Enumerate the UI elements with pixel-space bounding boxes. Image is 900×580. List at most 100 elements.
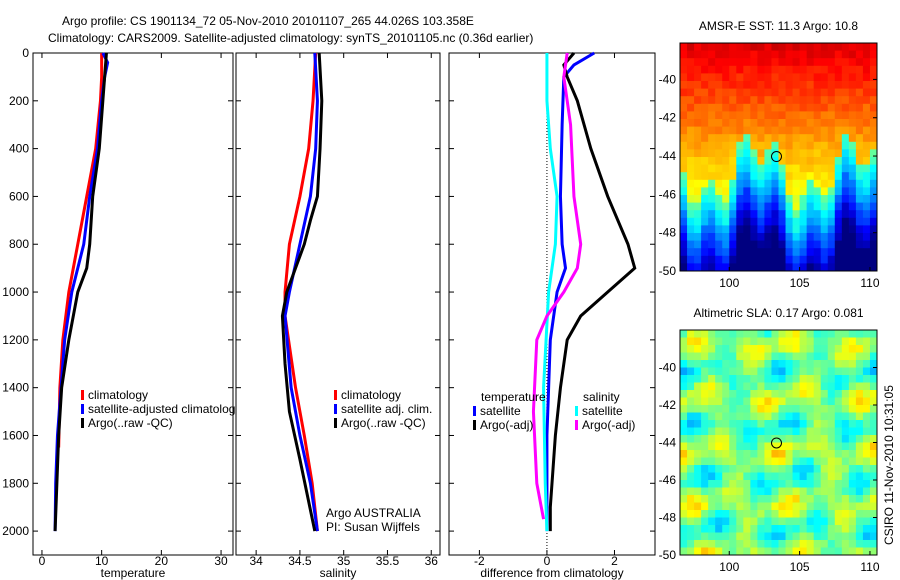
map-cell bbox=[813, 187, 822, 196]
legend-entry: Argo(-adj) bbox=[582, 418, 635, 432]
map-cell bbox=[736, 195, 744, 204]
map-cell bbox=[792, 50, 801, 59]
map-cell bbox=[827, 480, 836, 488]
map-cell bbox=[841, 405, 850, 413]
map-cell bbox=[792, 187, 801, 196]
map-cell bbox=[708, 472, 716, 481]
map-cell bbox=[862, 96, 871, 105]
map-cell bbox=[806, 248, 815, 257]
map-cell bbox=[680, 367, 688, 376]
map-cell bbox=[764, 263, 772, 272]
map-cell bbox=[848, 179, 857, 188]
map-cell bbox=[687, 187, 695, 196]
map-cell bbox=[715, 510, 723, 518]
map-cell bbox=[862, 65, 871, 74]
map-cell bbox=[701, 420, 709, 428]
map-cell bbox=[708, 134, 716, 143]
map-cell bbox=[869, 525, 878, 533]
map-cell bbox=[687, 233, 695, 242]
map-cell bbox=[778, 134, 787, 143]
map-cell bbox=[764, 532, 772, 541]
map-cell bbox=[680, 134, 688, 143]
map-cell bbox=[792, 233, 801, 242]
y-tick-label: 400 bbox=[9, 142, 29, 156]
map-cell bbox=[848, 337, 857, 346]
map-cell bbox=[827, 111, 836, 120]
map-cell bbox=[792, 435, 801, 443]
map-cell bbox=[785, 88, 794, 97]
map-cell bbox=[848, 465, 857, 473]
map-cell bbox=[722, 495, 730, 503]
map-cell bbox=[855, 58, 864, 67]
map-cell bbox=[792, 65, 801, 74]
map-cell bbox=[806, 103, 815, 112]
map-cell bbox=[820, 50, 829, 59]
map-cell bbox=[722, 367, 730, 376]
legend-swatch bbox=[473, 406, 476, 416]
map-cell bbox=[848, 450, 857, 458]
map-cell bbox=[848, 532, 857, 541]
map-cell bbox=[757, 187, 765, 196]
map-cell bbox=[708, 126, 716, 135]
map-cell bbox=[764, 420, 772, 428]
map-cell bbox=[694, 360, 702, 368]
map-cell bbox=[820, 510, 829, 518]
map-cell bbox=[701, 164, 709, 173]
map-cell bbox=[792, 495, 801, 503]
map-cell bbox=[848, 263, 857, 272]
map-cell bbox=[743, 450, 751, 458]
legend-entry: satellite adj. clim. bbox=[341, 402, 432, 416]
map-cell bbox=[827, 43, 836, 52]
map-cell bbox=[855, 405, 864, 413]
map-cell bbox=[722, 255, 730, 264]
map-cell bbox=[869, 88, 878, 97]
y-tick-label: -42 bbox=[659, 398, 677, 412]
map-cell bbox=[680, 352, 688, 361]
map-cell bbox=[757, 420, 765, 428]
map-cell bbox=[834, 134, 843, 143]
map-cell bbox=[743, 375, 751, 383]
map-cell bbox=[743, 420, 751, 428]
map-cell bbox=[820, 111, 829, 120]
map-cell bbox=[848, 397, 857, 406]
map-cell bbox=[792, 255, 801, 264]
map-cell bbox=[722, 450, 730, 458]
map-cell bbox=[806, 255, 815, 264]
map-cell bbox=[785, 352, 794, 361]
map-cell bbox=[757, 111, 765, 120]
map-cell bbox=[778, 58, 787, 67]
map-cell bbox=[687, 248, 695, 257]
map-cell bbox=[694, 119, 702, 128]
map-cell bbox=[722, 43, 730, 52]
map-cell bbox=[743, 225, 751, 234]
map-cell bbox=[799, 472, 808, 481]
map-cell bbox=[855, 149, 864, 158]
map-cell bbox=[827, 240, 836, 249]
map-cell bbox=[708, 420, 716, 428]
map-cell bbox=[771, 435, 779, 443]
map-cell bbox=[736, 88, 744, 97]
map-cell bbox=[778, 487, 787, 496]
map-cell bbox=[855, 352, 864, 361]
map-cell bbox=[722, 472, 730, 481]
map-cell bbox=[827, 263, 836, 272]
map-cell bbox=[687, 240, 695, 249]
map-cell bbox=[750, 375, 758, 383]
map-cell bbox=[855, 472, 864, 481]
map-cell bbox=[680, 233, 688, 242]
map-cell bbox=[855, 88, 864, 97]
map-cell bbox=[694, 134, 702, 143]
map-cell bbox=[715, 405, 723, 413]
map-cell bbox=[750, 465, 758, 473]
map-cell bbox=[729, 517, 737, 526]
map-cell bbox=[820, 457, 829, 466]
map-cell bbox=[855, 465, 864, 473]
map-cell bbox=[869, 210, 878, 219]
map-cell bbox=[750, 73, 758, 82]
map-cell bbox=[834, 442, 843, 451]
map-cell bbox=[736, 240, 744, 249]
map-cell bbox=[785, 517, 794, 526]
map-cell bbox=[834, 502, 843, 511]
map-cell bbox=[848, 187, 857, 196]
map-cell bbox=[680, 472, 688, 481]
